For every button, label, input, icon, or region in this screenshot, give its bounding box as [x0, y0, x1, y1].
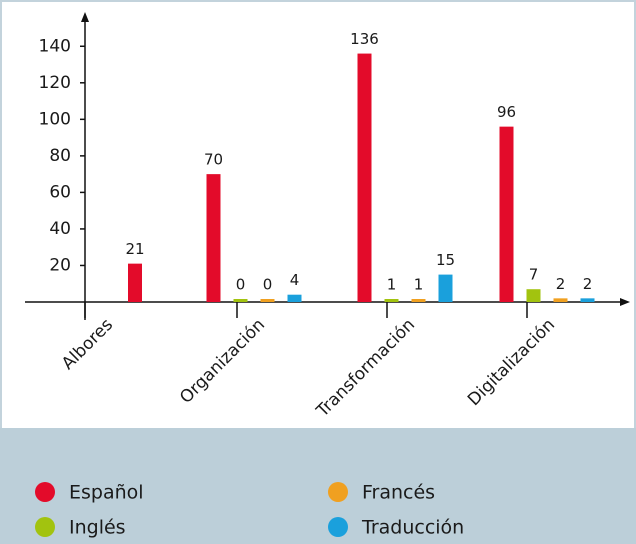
- y-tick-label: 20: [49, 255, 71, 275]
- legend-label: Inglés: [69, 517, 126, 539]
- bar: [206, 174, 221, 302]
- bar: [128, 263, 142, 302]
- bar: [233, 299, 248, 302]
- value-label: 2: [556, 275, 566, 293]
- bar: [526, 289, 541, 302]
- value-label: 1: [414, 276, 424, 294]
- bar: [260, 299, 275, 302]
- bar: [287, 294, 302, 302]
- legend-panel: [0, 428, 636, 544]
- value-label: 15: [436, 251, 455, 269]
- y-tick-label: 140: [39, 36, 71, 56]
- legend-label: Traducción: [361, 517, 464, 539]
- value-label: 136: [350, 30, 379, 48]
- bar: [553, 298, 568, 302]
- value-label: 96: [497, 103, 516, 121]
- legend-swatch: [35, 482, 55, 502]
- x-axis-arrow: [620, 298, 630, 306]
- y-axis-arrow: [81, 12, 89, 22]
- legend-swatch: [328, 517, 348, 537]
- value-label: 70: [204, 151, 223, 169]
- bar: [438, 274, 453, 302]
- legend-label: Español: [69, 482, 144, 504]
- value-label: 0: [236, 276, 246, 294]
- y-tick-label: 40: [49, 219, 71, 239]
- bar: [357, 53, 372, 302]
- value-label: 1: [387, 276, 397, 294]
- bar: [384, 299, 399, 302]
- y-tick-label: 80: [49, 146, 71, 166]
- legend-swatch: [328, 482, 348, 502]
- value-label: 4: [290, 271, 300, 289]
- bar: [411, 299, 426, 302]
- value-label: 0: [263, 276, 273, 294]
- value-label: 7: [529, 266, 539, 284]
- bar: [580, 298, 595, 302]
- y-tick-label: 120: [39, 73, 71, 93]
- legend-swatch: [35, 517, 55, 537]
- bar: [499, 126, 514, 302]
- value-label: 2: [583, 275, 593, 293]
- legend-label: Francés: [362, 482, 435, 504]
- y-tick-label: 100: [39, 109, 71, 129]
- y-tick-label: 60: [49, 182, 71, 202]
- value-label: 21: [125, 240, 144, 258]
